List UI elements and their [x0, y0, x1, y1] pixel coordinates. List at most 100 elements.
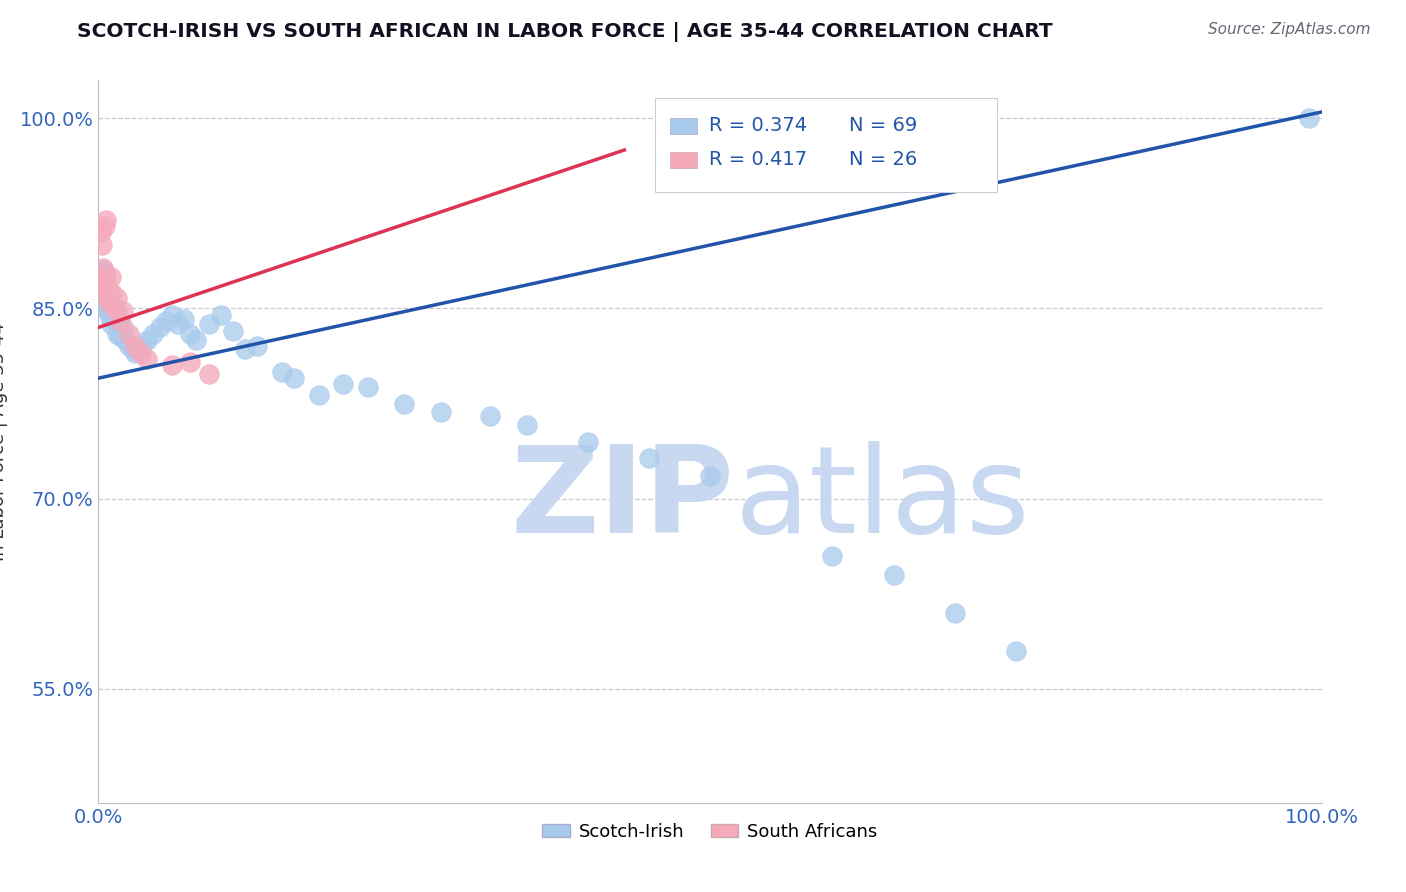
- Text: Source: ZipAtlas.com: Source: ZipAtlas.com: [1208, 22, 1371, 37]
- Point: [93, 219, 115, 233]
- Point: [515, 418, 537, 433]
- Point: [179, 354, 201, 368]
- Point: [883, 567, 905, 582]
- Point: [91, 274, 114, 288]
- Point: [356, 380, 378, 394]
- Point: [128, 342, 150, 356]
- Point: [246, 339, 269, 353]
- Point: [91, 282, 114, 296]
- Point: [107, 308, 129, 322]
- Point: [160, 359, 183, 373]
- Point: [308, 387, 330, 401]
- Point: [222, 324, 245, 338]
- Text: R = 0.417: R = 0.417: [709, 150, 807, 169]
- Point: [392, 396, 416, 410]
- Point: [90, 274, 112, 288]
- Point: [98, 308, 121, 322]
- Point: [96, 286, 118, 301]
- Point: [943, 606, 966, 620]
- Text: R = 0.374: R = 0.374: [709, 116, 807, 136]
- Point: [91, 291, 114, 305]
- Point: [91, 286, 114, 301]
- Point: [283, 371, 305, 385]
- Point: [101, 286, 124, 301]
- Point: [197, 317, 219, 331]
- Point: [197, 368, 219, 382]
- Point: [576, 434, 599, 449]
- Point: [110, 314, 132, 328]
- Point: [94, 278, 117, 293]
- Point: [89, 289, 111, 303]
- Point: [430, 405, 453, 419]
- Point: [114, 333, 136, 347]
- Point: [90, 269, 112, 284]
- Point: [100, 269, 122, 284]
- Point: [93, 269, 115, 284]
- Point: [100, 301, 122, 316]
- Point: [105, 326, 128, 341]
- Point: [209, 308, 232, 322]
- Text: N = 26: N = 26: [849, 150, 918, 169]
- Point: [186, 333, 208, 347]
- Point: [96, 291, 118, 305]
- Point: [93, 276, 115, 290]
- Point: [91, 260, 114, 275]
- Point: [91, 263, 114, 277]
- Point: [94, 212, 117, 227]
- Point: [478, 409, 501, 424]
- Point: [89, 276, 111, 290]
- Point: [121, 342, 143, 356]
- Point: [167, 317, 190, 331]
- Point: [821, 549, 844, 563]
- Point: [96, 295, 118, 310]
- Point: [173, 311, 195, 326]
- Point: [637, 450, 661, 465]
- FancyBboxPatch shape: [669, 152, 696, 168]
- Point: [93, 266, 115, 280]
- Point: [111, 320, 134, 334]
- Point: [98, 295, 121, 310]
- Point: [94, 299, 117, 313]
- Point: [179, 326, 201, 341]
- Point: [103, 301, 125, 316]
- Point: [270, 365, 294, 379]
- Point: [136, 333, 159, 347]
- Point: [93, 293, 115, 308]
- Point: [89, 276, 111, 290]
- Point: [90, 278, 112, 293]
- Point: [97, 304, 120, 318]
- Text: atlas: atlas: [734, 441, 1031, 558]
- Point: [90, 226, 112, 240]
- Point: [699, 468, 721, 483]
- Point: [131, 339, 153, 353]
- Point: [91, 282, 114, 296]
- Point: [110, 329, 132, 343]
- Point: [97, 289, 120, 303]
- Point: [1298, 112, 1320, 126]
- Point: [118, 326, 141, 341]
- Point: [94, 278, 117, 293]
- Point: [97, 282, 120, 296]
- Point: [136, 352, 159, 367]
- Point: [233, 342, 256, 356]
- FancyBboxPatch shape: [655, 98, 997, 193]
- Point: [94, 269, 117, 284]
- Text: ZIP: ZIP: [510, 441, 734, 558]
- Point: [91, 238, 114, 252]
- Point: [124, 339, 146, 353]
- Point: [155, 314, 177, 328]
- Point: [105, 291, 128, 305]
- Point: [103, 301, 125, 316]
- Point: [101, 311, 124, 326]
- Point: [149, 320, 172, 334]
- Point: [98, 295, 121, 310]
- FancyBboxPatch shape: [669, 118, 696, 134]
- Legend: Scotch-Irish, South Africans: Scotch-Irish, South Africans: [536, 815, 884, 848]
- Text: SCOTCH-IRISH VS SOUTH AFRICAN IN LABOR FORCE | AGE 35-44 CORRELATION CHART: SCOTCH-IRISH VS SOUTH AFRICAN IN LABOR F…: [77, 22, 1053, 42]
- Point: [332, 377, 354, 392]
- Text: N = 69: N = 69: [849, 116, 918, 136]
- Point: [100, 317, 122, 331]
- Point: [1004, 643, 1026, 657]
- Point: [93, 282, 115, 296]
- Y-axis label: In Labor Force | Age 35-44: In Labor Force | Age 35-44: [0, 322, 8, 561]
